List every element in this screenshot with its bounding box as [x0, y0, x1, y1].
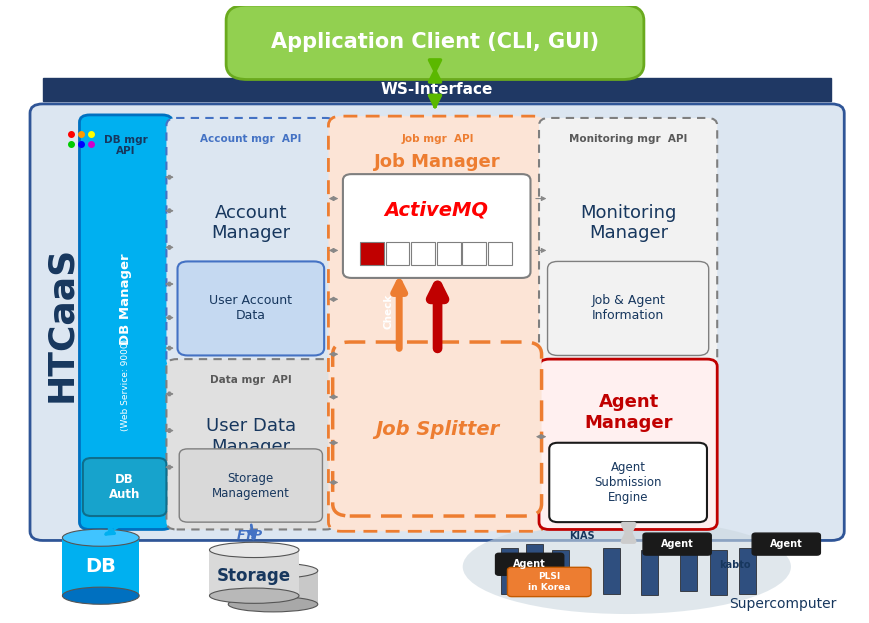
- Ellipse shape: [228, 563, 317, 578]
- Text: WS-Interface: WS-Interface: [381, 82, 493, 97]
- Text: DB: DB: [85, 557, 116, 576]
- Text: Supercomputer: Supercomputer: [728, 597, 836, 611]
- Text: Account mgr  API: Account mgr API: [200, 134, 302, 144]
- FancyBboxPatch shape: [226, 5, 643, 80]
- FancyBboxPatch shape: [642, 533, 711, 555]
- Bar: [488, 242, 511, 265]
- Bar: [63, 538, 139, 596]
- FancyBboxPatch shape: [342, 174, 530, 278]
- Ellipse shape: [63, 529, 139, 546]
- FancyBboxPatch shape: [166, 118, 335, 368]
- Bar: [602, 548, 620, 594]
- Text: Application Client (CLI, GUI): Application Client (CLI, GUI): [270, 32, 599, 52]
- Text: Job Manager: Job Manager: [374, 153, 501, 171]
- FancyBboxPatch shape: [177, 262, 324, 356]
- Ellipse shape: [209, 588, 299, 603]
- FancyBboxPatch shape: [30, 104, 843, 540]
- Bar: [411, 242, 434, 265]
- Bar: [385, 242, 409, 265]
- Text: Account
Manager: Account Manager: [211, 204, 290, 242]
- Text: DB
Auth: DB Auth: [109, 473, 140, 501]
- FancyBboxPatch shape: [332, 342, 541, 516]
- Text: User Data
Manager: User Data Manager: [206, 417, 295, 456]
- Ellipse shape: [228, 597, 317, 612]
- Ellipse shape: [209, 542, 299, 558]
- FancyBboxPatch shape: [83, 458, 166, 516]
- Text: Agent: Agent: [513, 559, 546, 569]
- FancyBboxPatch shape: [752, 533, 819, 555]
- Text: Agent: Agent: [769, 539, 802, 549]
- Bar: [709, 549, 726, 596]
- Bar: [500, 548, 517, 594]
- Bar: [526, 543, 542, 589]
- Text: User Account
Data: User Account Data: [209, 295, 292, 323]
- Text: Job mgr  API: Job mgr API: [401, 134, 474, 144]
- FancyBboxPatch shape: [548, 443, 706, 522]
- Text: FTP: FTP: [236, 529, 262, 542]
- Text: (Web Service: 9000): (Web Service: 9000): [121, 339, 129, 431]
- Text: Monitoring mgr  API: Monitoring mgr API: [568, 134, 687, 144]
- Text: Job Splitter: Job Splitter: [375, 419, 499, 439]
- Bar: [228, 571, 317, 604]
- Ellipse shape: [462, 520, 790, 614]
- FancyBboxPatch shape: [539, 359, 716, 530]
- Text: Agent
Submission
Engine: Agent Submission Engine: [594, 461, 661, 504]
- Bar: [739, 548, 755, 594]
- Text: Storage: Storage: [217, 567, 291, 585]
- Text: Check: Check: [383, 294, 394, 329]
- Text: Storage
Management: Storage Management: [212, 472, 289, 500]
- Text: Agent: Agent: [660, 539, 693, 549]
- Text: PLSI
in Korea: PLSI in Korea: [527, 573, 570, 592]
- FancyBboxPatch shape: [328, 116, 545, 531]
- Text: Monitoring
Manager: Monitoring Manager: [580, 204, 676, 242]
- FancyBboxPatch shape: [507, 568, 590, 597]
- FancyBboxPatch shape: [539, 118, 716, 368]
- Text: DB mgr
API: DB mgr API: [103, 135, 147, 156]
- FancyBboxPatch shape: [179, 449, 322, 522]
- Text: HTCaaS: HTCaaS: [44, 245, 78, 402]
- FancyBboxPatch shape: [547, 262, 708, 356]
- Bar: [209, 550, 299, 596]
- Ellipse shape: [63, 587, 139, 604]
- Text: kabto: kabto: [719, 560, 750, 570]
- Bar: [640, 549, 658, 596]
- FancyBboxPatch shape: [166, 359, 335, 530]
- Bar: [436, 242, 460, 265]
- Text: ActiveMQ: ActiveMQ: [384, 200, 488, 219]
- Bar: [461, 242, 486, 265]
- Bar: [360, 242, 383, 265]
- Text: Agent
Manager: Agent Manager: [584, 393, 672, 432]
- Text: Job & Agent
Information: Job & Agent Information: [591, 295, 664, 323]
- Bar: [43, 78, 831, 101]
- FancyBboxPatch shape: [495, 553, 563, 575]
- Bar: [551, 549, 568, 596]
- Text: KIAS: KIAS: [568, 531, 594, 541]
- Bar: [679, 545, 696, 591]
- Text: DB Manager: DB Manager: [119, 254, 132, 345]
- Text: Data mgr  API: Data mgr API: [209, 375, 291, 385]
- FancyBboxPatch shape: [79, 115, 172, 530]
